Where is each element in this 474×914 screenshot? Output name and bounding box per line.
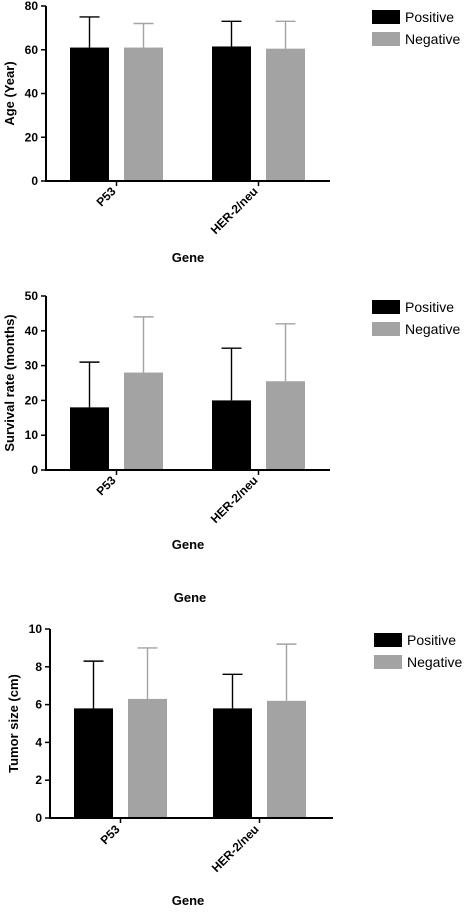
y-axis-title: Age (Year)	[2, 61, 17, 125]
legend-swatch-negative	[372, 322, 400, 336]
y-tick-label: 0	[31, 463, 38, 477]
category-label: P53	[94, 473, 119, 498]
category-label: HER-2/neu	[209, 822, 262, 875]
bar-survival-positive-1	[212, 400, 251, 470]
legend-label-positive: Positive	[405, 9, 454, 25]
y-tick-label: 50	[25, 289, 39, 303]
y-tick-label: 10	[29, 622, 43, 636]
y-axis-title: Survival rate (months)	[2, 314, 17, 451]
y-tick-label: 0	[31, 174, 38, 188]
y-tick-label: 80	[25, 0, 39, 13]
stray-gene-label: Gene	[174, 590, 207, 605]
legend-label-positive: Positive	[405, 299, 454, 315]
bar-age-negative-1	[266, 48, 305, 181]
category-label: HER-2/neu	[208, 473, 261, 526]
y-tick-label: 4	[35, 735, 42, 749]
chart-age: P53 HER-2/neu 0 20 40 60 80 Age (Year) Gene Posit…	[2, 0, 460, 265]
legend-swatch-negative	[374, 655, 402, 669]
legend-label-negative: Negative	[405, 31, 460, 47]
bar-survival-positive-0	[70, 407, 109, 470]
y-tick-label: 20	[25, 393, 39, 407]
chart-survival: P53 HER-2/neu 0 10 20 30 40 50 Survival rate (mo…	[2, 289, 460, 552]
chart-tumor-size: P53 HER-2/neu 0 2 4 6 8 10 Tumor size (cm) Gene Po…	[6, 622, 462, 908]
bar-age-positive-0	[70, 47, 109, 181]
y-tick-label: 6	[35, 698, 42, 712]
y-tick-label: 0	[35, 811, 42, 825]
bar-tumor-size-negative-1	[267, 700, 306, 818]
y-tick-label: 20	[25, 130, 39, 144]
bar-tumor-size-negative-0	[128, 698, 167, 818]
y-tick-label: 40	[25, 324, 39, 338]
y-tick-label: 60	[25, 43, 39, 57]
y-tick-label: 40	[25, 87, 39, 101]
y-tick-label: 2	[35, 773, 42, 787]
bar-tumor-size-positive-0	[74, 708, 113, 818]
legend-swatch-positive	[372, 10, 400, 24]
legend-swatch-positive	[374, 633, 402, 647]
y-tick-label: 10	[25, 428, 39, 442]
x-axis-title: Gene	[172, 537, 205, 552]
y-axis-title: Tumor size (cm)	[6, 674, 21, 773]
bar-age-negative-0	[124, 47, 163, 181]
legend-label-negative: Negative	[407, 654, 462, 670]
y-tick-label: 30	[25, 359, 39, 373]
bar-survival-negative-1	[266, 381, 305, 470]
category-label: P53	[98, 822, 123, 847]
bar-tumor-size-positive-1	[213, 708, 252, 818]
legend-swatch-negative	[372, 32, 400, 46]
bar-age-positive-1	[212, 46, 251, 181]
category-label: P53	[94, 184, 119, 209]
legend-label-positive: Positive	[407, 632, 456, 648]
x-axis-title: Gene	[172, 893, 205, 908]
x-axis-title: Gene	[172, 250, 205, 265]
y-tick-label: 8	[35, 660, 42, 674]
category-label: HER-2/neu	[208, 184, 261, 237]
legend-swatch-positive	[372, 300, 400, 314]
bar-survival-negative-0	[124, 372, 163, 470]
legend-label-negative: Negative	[405, 321, 460, 337]
